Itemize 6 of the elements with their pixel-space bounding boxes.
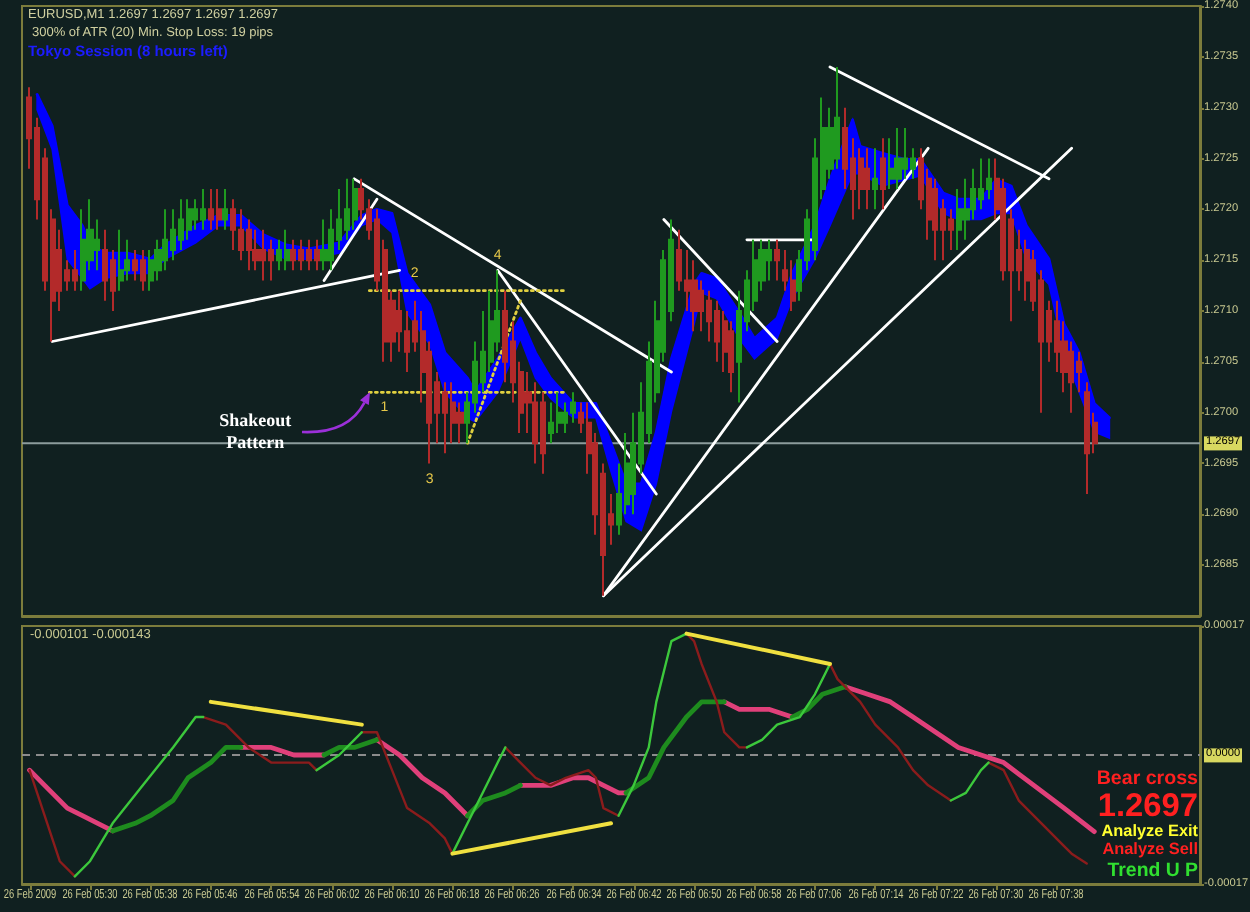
annotation: Bear cross — [1096, 768, 1198, 790]
annotation: Analyze Exit — [1101, 822, 1198, 841]
annotation: 1.2697 — [1097, 788, 1198, 824]
annotation: Shakeout Pattern — [219, 410, 292, 455]
annotation: Trend U P — [1107, 860, 1198, 882]
annotation: Analyze Sell — [1102, 840, 1198, 859]
